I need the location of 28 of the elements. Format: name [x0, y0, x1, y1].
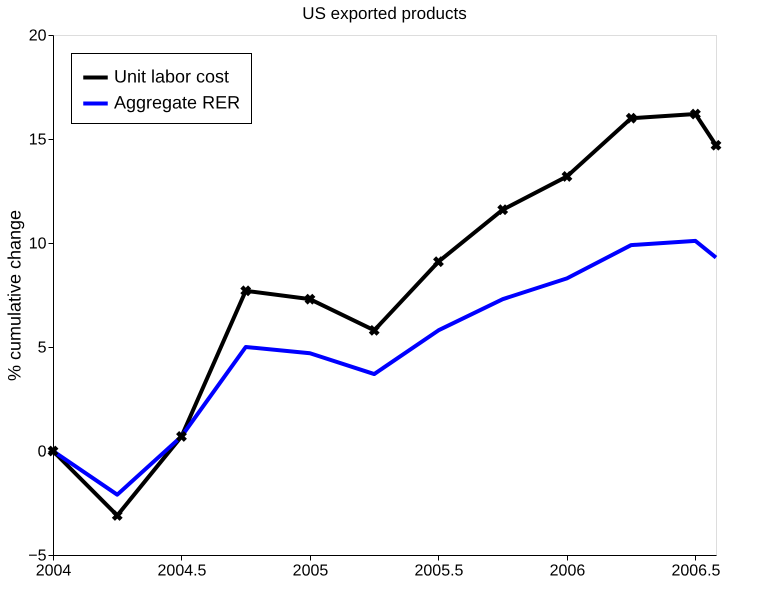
- y-tick-label: 5: [38, 340, 47, 356]
- x-tick-label: 2006: [550, 562, 586, 580]
- point: [710, 140, 722, 151]
- point: [304, 294, 316, 305]
- x-tick-label: 2004: [36, 562, 72, 580]
- y-tick-label: 15: [28, 132, 47, 148]
- legend-label: Aggregate RER: [114, 92, 240, 112]
- point: [240, 285, 252, 296]
- point: [562, 171, 572, 182]
- legend-label: Unit labor cost: [114, 66, 230, 86]
- y-tick-label: −5: [28, 548, 47, 564]
- point: [626, 112, 637, 124]
- point: [690, 108, 701, 120]
- point: [433, 256, 444, 268]
- x-tick-label: 2006.5: [671, 562, 721, 580]
- chart-title: US exported products: [302, 4, 467, 23]
- point: [112, 510, 123, 521]
- x-tick-label: 2005.5: [414, 562, 464, 580]
- point: [176, 431, 187, 442]
- x-tick-label: 2004.5: [158, 562, 207, 580]
- y-axis-title: % cumulative change: [4, 210, 24, 382]
- x-tick-label: 2005: [292, 562, 328, 580]
- point: [368, 324, 380, 336]
- y-tick-label: 10: [28, 236, 47, 252]
- y-tick-label: 20: [28, 28, 47, 44]
- point: [48, 446, 58, 456]
- y-tick-label: 0: [38, 444, 47, 460]
- point: [497, 204, 508, 216]
